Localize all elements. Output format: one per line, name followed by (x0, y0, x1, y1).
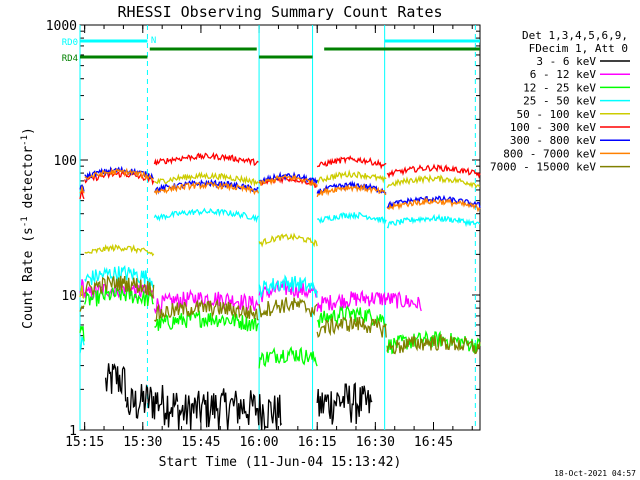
series-line (153, 298, 259, 322)
status-bar-label: RD0 (62, 38, 78, 48)
vertical-lines-group (79, 25, 476, 430)
series-line (316, 289, 422, 312)
series-line (316, 315, 387, 338)
legend-entry-label: 12 - 25 keV (523, 81, 596, 94)
legend-entry-label: 800 - 7000 keV (503, 147, 596, 160)
y-tick-label: 1 (69, 424, 77, 439)
y-tick-label: 1000 (46, 19, 77, 34)
series-line (258, 297, 318, 318)
series-7000-15000kev (79, 274, 481, 355)
series-line (79, 325, 85, 342)
legend-entry-label: 6 - 12 keV (530, 68, 597, 81)
series-line (386, 163, 481, 179)
series-line (79, 336, 85, 354)
series-line (316, 180, 387, 195)
x-tick-label: 15:15 (65, 435, 104, 450)
series-line (258, 274, 318, 298)
legend-entry-label: 300 - 800 keV (510, 134, 596, 147)
series-line (104, 362, 127, 402)
series-line (387, 196, 481, 213)
series-line (258, 346, 318, 369)
series-line (153, 181, 260, 196)
series-line (153, 207, 259, 224)
y-axis-label: Count Rate (s-1 detector-1) (20, 127, 36, 329)
series-800-7000kev (79, 167, 481, 213)
series-line (79, 184, 85, 194)
axes-group: 15:15 15:30 15:45 16:00 16:15 16:30 16:45 1 10 10… (46, 19, 481, 450)
x-tick-label: 16:30 (356, 435, 395, 450)
series-line (316, 155, 387, 170)
series-line (84, 265, 155, 288)
x-axis-label: Start Time (11-Jun-04 15:13:42) (159, 455, 402, 470)
chart-title: RHESSI Observing Summary Count Rates (117, 3, 442, 21)
plot-frame (79, 24, 481, 431)
series-line (79, 189, 85, 200)
series-line (153, 151, 259, 167)
series-line (79, 285, 85, 299)
series-line (258, 173, 318, 188)
legend-entry-label: 25 - 50 keV (523, 95, 596, 108)
series-line (84, 243, 155, 257)
series-line (258, 232, 318, 248)
x-tick-label: 15:30 (123, 435, 162, 450)
series-line (386, 333, 481, 355)
x-tick-label: 16:15 (298, 435, 337, 450)
status-marker: N (151, 36, 156, 46)
series-300-800kev (79, 165, 481, 209)
series-line (316, 183, 387, 198)
series-line (316, 211, 387, 225)
series-line (386, 173, 481, 189)
series-50-100kev (79, 169, 481, 299)
series-line (153, 288, 259, 315)
legend-entry-label: 50 - 100 keV (517, 108, 597, 121)
legend-header: FDecim 1, Att 0 (529, 42, 628, 55)
series-12-25kev (79, 287, 481, 369)
series-line (154, 171, 259, 187)
series-line (84, 274, 155, 299)
series-line (154, 309, 259, 332)
y-tick-label: 10 (61, 289, 77, 304)
legend-header: Det 1,3,4,5,6,9, (522, 29, 628, 42)
status-bars-group: RD0 RD4 N (62, 36, 480, 64)
series-25-50kev (79, 207, 481, 354)
series-line (79, 305, 85, 312)
footer-date: 18-Oct-2021 04:57 (554, 469, 636, 478)
legend: Det 1,3,4,5,6,9,FDecim 1, Att 03 - 6 keV… (490, 29, 630, 174)
series-line (316, 169, 387, 185)
series-line (125, 384, 179, 428)
series-line (316, 382, 373, 425)
legend-entry-label: 100 - 300 keV (510, 121, 596, 134)
x-tick-label: 15:45 (181, 435, 220, 450)
series-group (79, 151, 481, 431)
y-tick-label: 100 (54, 154, 77, 169)
legend-entry-label: 7000 - 15000 keV (490, 161, 596, 174)
series-line (386, 213, 481, 229)
legend-entry-label: 3 - 6 keV (536, 55, 596, 68)
series-line (84, 167, 154, 182)
status-bar-label: RD4 (62, 54, 78, 64)
series-line (177, 388, 283, 431)
series-line (84, 287, 154, 307)
x-tick-label: 16:00 (239, 435, 278, 450)
series-3-6kev (104, 362, 373, 431)
x-tick-label: 16:45 (414, 435, 453, 450)
